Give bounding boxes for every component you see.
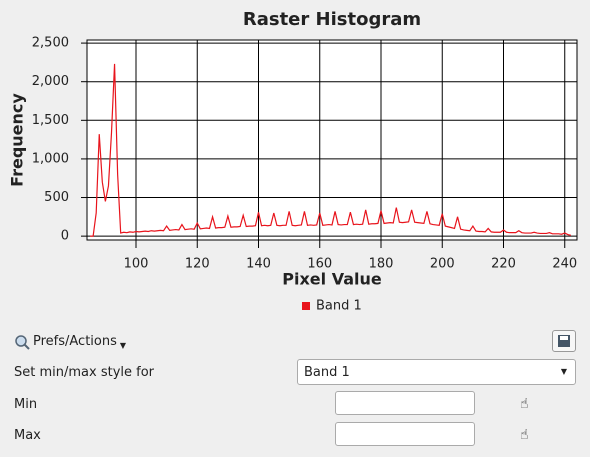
style-label: Set min/max style for — [14, 365, 155, 380]
legend-swatch — [302, 302, 310, 310]
x-axis-label: Pixel Value — [282, 270, 382, 289]
x-tick-label: 220 — [491, 257, 516, 272]
y-axis-label: Frequency — [8, 93, 27, 187]
y-tick-label: 1,000 — [32, 151, 69, 166]
y-tick-label: 2,500 — [32, 36, 69, 51]
arrow: ▼ — [119, 341, 127, 350]
save-button[interactable] — [552, 330, 576, 352]
select-value: Band 1 — [304, 365, 350, 380]
prefs-label: Prefs/Actions — [33, 334, 117, 349]
max-input[interactable] — [335, 422, 475, 446]
chart-title: Raster Histogram — [243, 9, 421, 30]
max-pick[interactable]: ☝ — [520, 427, 529, 443]
legend-label: Band 1 — [316, 299, 362, 314]
x-tick-label: 240 — [552, 257, 577, 272]
y-tick-label: 2,000 — [32, 74, 69, 89]
prefs-button[interactable]: Prefs/Actions ▼ — [14, 333, 126, 350]
y-tick-label: 1,500 — [32, 113, 69, 128]
y-tick-label: 500 — [44, 190, 69, 205]
x-tick-label: 200 — [430, 257, 455, 272]
x-tick-label: 100 — [124, 257, 149, 272]
style-select[interactable]: Band 1 ▼ — [297, 359, 576, 385]
x-tick-label: 140 — [246, 257, 271, 272]
min-label: Min — [14, 397, 38, 412]
y-tick-label: 0 — [61, 229, 69, 244]
series-line — [90, 63, 572, 237]
x-tick-label: 160 — [307, 257, 332, 272]
plot-area — [86, 39, 578, 241]
x-tick-label: 180 — [369, 257, 394, 272]
chart: Raster Histogram Pixel Value Frequency 0… — [8, 9, 578, 314]
max-label: Max — [14, 428, 41, 443]
min-pick[interactable]: ☝ — [520, 396, 529, 412]
save-icon — [558, 335, 570, 347]
min-input[interactable] — [335, 391, 475, 415]
x-tick-label: 120 — [185, 257, 210, 272]
icon — [15, 334, 30, 350]
